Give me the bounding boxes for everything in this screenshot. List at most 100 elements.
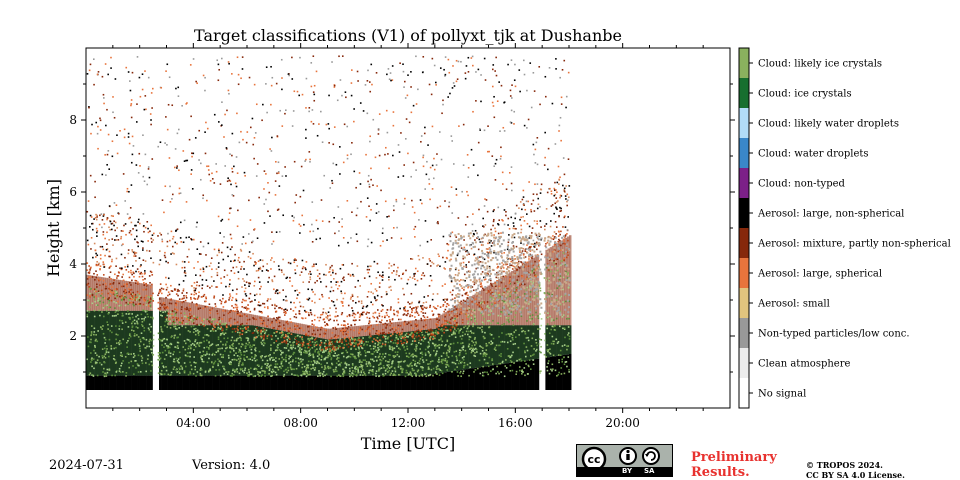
class-cell	[249, 325, 252, 376]
class-dot	[399, 334, 402, 336]
class-dot	[328, 343, 330, 345]
class-dot	[111, 315, 114, 317]
class-dot	[307, 342, 310, 345]
class-cell	[496, 364, 499, 390]
class-dot	[232, 348, 235, 350]
class-dot	[175, 311, 178, 314]
class-dot	[249, 330, 251, 332]
class-dot	[308, 352, 311, 355]
class-dot	[347, 323, 349, 325]
class-dot	[521, 307, 524, 310]
class-cell	[88, 310, 91, 376]
class-dot	[532, 332, 535, 335]
class-dot	[356, 296, 359, 298]
class-dot	[388, 278, 390, 281]
class-dot	[351, 262, 353, 265]
class-dot	[414, 311, 416, 314]
class-dot	[378, 355, 380, 358]
class-dot	[237, 313, 240, 316]
class-dot	[336, 358, 338, 360]
class-dot	[97, 297, 100, 300]
class-cell	[236, 311, 239, 326]
class-dot	[438, 313, 441, 316]
class-dot	[409, 373, 412, 376]
class-dot	[105, 373, 108, 375]
class-cell	[564, 325, 568, 355]
class-cell	[401, 321, 405, 333]
class-dot	[458, 360, 461, 362]
class-dot	[338, 357, 340, 359]
class-dot	[466, 309, 468, 312]
class-cell	[431, 374, 435, 390]
class-dot	[246, 322, 248, 325]
class-cell	[380, 323, 383, 335]
class-dot	[531, 232, 533, 234]
class-dot	[480, 346, 483, 348]
class-dot	[511, 369, 514, 372]
class-dot	[400, 340, 402, 342]
class-cell	[461, 369, 465, 390]
class-dot	[116, 277, 118, 279]
class-dot	[508, 280, 511, 283]
class-dot	[182, 319, 185, 322]
class-cell	[251, 325, 254, 376]
class-dot	[376, 299, 378, 301]
class-dot	[397, 327, 400, 330]
class-cell	[189, 325, 192, 376]
class-cell	[438, 316, 441, 327]
class-dot	[169, 320, 171, 323]
class-cell	[335, 338, 338, 376]
class-dot	[133, 272, 135, 275]
class-dot	[340, 292, 343, 295]
class-dot	[135, 299, 138, 301]
class-dot	[149, 304, 152, 306]
class-dot	[440, 358, 443, 361]
class-dot	[461, 319, 464, 321]
class-dot	[304, 351, 307, 354]
class-dot	[169, 352, 172, 355]
class-dot	[524, 374, 526, 377]
class-dot	[337, 287, 339, 290]
class-dot	[396, 343, 399, 346]
class-dot	[238, 362, 240, 365]
class-dot	[235, 347, 238, 349]
class-dot	[465, 352, 467, 355]
class-dot	[258, 375, 260, 377]
class-dot	[204, 324, 206, 327]
class-dot	[226, 373, 229, 376]
class-cell	[549, 247, 553, 326]
class-dot	[557, 354, 560, 356]
class-dot	[397, 338, 399, 340]
class-dot	[231, 375, 233, 377]
class-dot	[378, 345, 381, 348]
class-dot	[510, 333, 513, 335]
class-cell	[92, 375, 95, 390]
class-dot	[174, 346, 176, 348]
class-dot	[240, 250, 243, 252]
class-dot	[243, 306, 246, 309]
class-dot	[133, 354, 136, 357]
class-dot	[273, 326, 275, 329]
class-dot	[297, 341, 300, 343]
class-dot	[279, 306, 281, 309]
class-dot	[292, 359, 294, 361]
class-dot	[505, 301, 507, 304]
class-dot	[293, 315, 296, 318]
class-dot	[120, 351, 122, 354]
class-cell	[96, 375, 100, 390]
class-dot	[294, 272, 297, 275]
class-dot	[264, 375, 266, 377]
class-dot	[91, 222, 94, 225]
class-dot	[104, 254, 106, 257]
class-dot	[391, 349, 394, 352]
class-dot	[406, 371, 408, 374]
class-dot	[337, 323, 339, 326]
class-dot	[540, 339, 543, 341]
class-dot	[358, 316, 361, 318]
class-dot	[564, 294, 567, 296]
class-dot	[150, 348, 153, 351]
class-dot	[298, 301, 301, 304]
class-dot	[205, 300, 207, 303]
class-dot	[308, 325, 311, 328]
class-dot	[236, 312, 239, 315]
